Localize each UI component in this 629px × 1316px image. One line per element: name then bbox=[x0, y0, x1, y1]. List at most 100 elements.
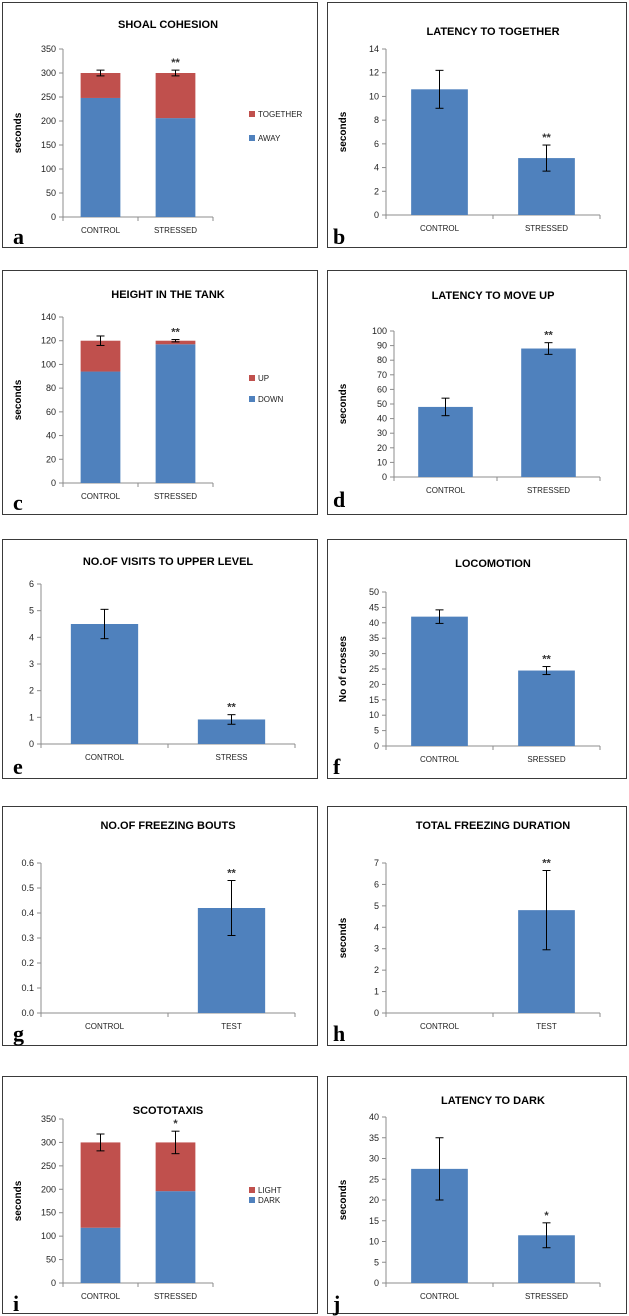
panel-d: LATENCY TO MOVE UP 0 10 20 30 40 50 60 70 80 90 100… bbox=[327, 270, 627, 515]
bar-value-control bbox=[418, 406, 473, 477]
chart-title: TOTAL FREEZING DURATION bbox=[416, 820, 570, 832]
x-category-label: CONTROL bbox=[81, 226, 121, 235]
panel-h: TOTAL FREEZING DURATION 0 1 2 3 4 5 6 7 seconds CO… bbox=[327, 806, 627, 1046]
y-tick-label: 100 bbox=[41, 359, 56, 369]
y-tick-label: 10 bbox=[369, 91, 379, 101]
y-tick-label: 35 bbox=[369, 633, 379, 643]
y-tick-label: 40 bbox=[46, 431, 56, 441]
y-tick-label: 0.3 bbox=[21, 933, 34, 943]
y-tick-label: 0 bbox=[29, 739, 34, 749]
y-tick-label: 2 bbox=[374, 186, 379, 196]
y-tick-label: 20 bbox=[369, 1195, 379, 1205]
legend-label: UP bbox=[258, 374, 269, 383]
chart-b: LATENCY TO TOGETHER 0 2 4 6 8 10 12 14 seconds CON… bbox=[333, 26, 601, 249]
x-category-label: STRESSED bbox=[527, 486, 570, 495]
legend-label: DARK bbox=[258, 1196, 281, 1205]
y-tick-label: 70 bbox=[377, 370, 387, 380]
chart-d: LATENCY TO MOVE UP 0 10 20 30 40 50 60 70 80 90 100… bbox=[333, 290, 601, 512]
y-tick-label: 10 bbox=[369, 1237, 379, 1247]
bar-dark-control bbox=[80, 1227, 121, 1283]
y-tick-label: 3 bbox=[374, 944, 379, 954]
legend-label: TOGETHER bbox=[258, 110, 303, 119]
panel-a: SHOAL COHESION 0 50 100 150 200 250 300 350 secon… bbox=[2, 2, 318, 249]
x-category-label: STRESSED bbox=[154, 226, 197, 235]
y-tick-label: 50 bbox=[369, 587, 379, 597]
y-tick-label: 45 bbox=[369, 602, 379, 612]
y-tick-label: 2 bbox=[29, 686, 34, 696]
bar-together-stressed bbox=[155, 73, 196, 119]
bar-light-control bbox=[80, 1142, 121, 1228]
legend-swatch bbox=[249, 1187, 255, 1193]
x-category-label: CONTROL bbox=[426, 486, 466, 495]
y-tick-label: 0.1 bbox=[21, 983, 34, 993]
significance-marker: * bbox=[173, 1118, 178, 1130]
y-tick-label: 5 bbox=[374, 901, 379, 911]
x-category-label: SRESSED bbox=[527, 755, 565, 764]
y-tick-label: 40 bbox=[369, 1112, 379, 1122]
legend-swatch bbox=[249, 375, 255, 381]
panel-label: i bbox=[13, 1291, 19, 1316]
x-category-label: STRESSED bbox=[525, 1292, 568, 1301]
y-tick-label: 8 bbox=[374, 115, 379, 125]
chart-g: NO.OF FREEZING BOUTS 0.0 0.1 0.2 0.3 0.4 0.5 0.… bbox=[13, 820, 296, 1046]
y-tick-label: 150 bbox=[41, 1208, 56, 1218]
y-tick-label: 30 bbox=[369, 649, 379, 659]
panel-b: LATENCY TO TOGETHER 0 2 4 6 8 10 12 14 seconds CON… bbox=[327, 2, 627, 249]
significance-marker: ** bbox=[227, 868, 236, 880]
x-category-label: CONTROL bbox=[420, 1022, 460, 1031]
bar-value-sressed bbox=[518, 670, 575, 746]
y-tick-label: 2 bbox=[374, 965, 379, 975]
panel-f: LOCOMOTION 0 5 10 15 20 25 30 35 40 45 50 No of cros… bbox=[327, 539, 627, 779]
y-tick-label: 0 bbox=[374, 210, 379, 220]
bar-down-control bbox=[80, 371, 121, 483]
legend-swatch bbox=[249, 1197, 255, 1203]
y-tick-label: 0 bbox=[374, 1278, 379, 1288]
x-category-label: TEST bbox=[536, 1022, 557, 1031]
panel-label: f bbox=[333, 754, 341, 779]
bar-away-control bbox=[80, 97, 121, 217]
legend-label: AWAY bbox=[258, 134, 281, 143]
chart-h: TOTAL FREEZING DURATION 0 1 2 3 4 5 6 7 seconds CO… bbox=[333, 820, 601, 1046]
y-tick-label: 10 bbox=[377, 457, 387, 467]
y-tick-label: 30 bbox=[377, 428, 387, 438]
x-category-label: STRESSED bbox=[154, 1292, 197, 1301]
y-axis-label: seconds bbox=[338, 1179, 349, 1220]
panel-e: NO.OF VISITS TO UPPER LEVEL 0 1 2 3 4 5 6 CONTRO… bbox=[2, 539, 318, 779]
x-category-label: STRESSED bbox=[154, 492, 197, 501]
y-tick-label: 50 bbox=[46, 188, 56, 198]
legend-swatch bbox=[249, 396, 255, 402]
significance-marker: * bbox=[544, 1210, 549, 1222]
legend-label: LIGHT bbox=[258, 1186, 282, 1195]
y-tick-label: 5 bbox=[29, 606, 34, 616]
chart-a: SHOAL COHESION 0 50 100 150 200 250 300 350 secon… bbox=[13, 19, 303, 249]
y-tick-label: 30 bbox=[369, 1154, 379, 1164]
y-tick-label: 20 bbox=[46, 454, 56, 464]
x-category-label: STRESSED bbox=[525, 224, 568, 233]
chart-title: NO.OF VISITS TO UPPER LEVEL bbox=[83, 556, 254, 568]
bar-value-control bbox=[411, 616, 468, 746]
significance-marker: ** bbox=[542, 132, 551, 144]
y-tick-label: 60 bbox=[377, 384, 387, 394]
y-tick-label: 100 bbox=[372, 326, 387, 336]
x-category-label: CONTROL bbox=[81, 492, 121, 501]
y-tick-label: 100 bbox=[41, 1231, 56, 1241]
y-tick-label: 200 bbox=[41, 1184, 56, 1194]
chart-title: LATENCY TO TOGETHER bbox=[426, 26, 559, 38]
bar-value-stressed bbox=[521, 348, 576, 477]
panel-g: NO.OF FREEZING BOUTS 0.0 0.1 0.2 0.3 0.4 0.5 0.… bbox=[2, 806, 318, 1046]
y-tick-label: 50 bbox=[377, 399, 387, 409]
chart-title: SHOAL COHESION bbox=[118, 19, 218, 31]
chart-j: LATENCY TO DARK 0 5 10 15 20 25 30 35 40 seconds CO… bbox=[332, 1095, 601, 1316]
legend-swatch bbox=[249, 135, 255, 141]
y-axis-label: seconds bbox=[338, 383, 349, 424]
y-tick-label: 20 bbox=[369, 679, 379, 689]
significance-marker: ** bbox=[542, 654, 551, 666]
y-tick-label: 7 bbox=[374, 858, 379, 868]
y-tick-label: 6 bbox=[374, 139, 379, 149]
y-tick-label: 0.4 bbox=[21, 908, 34, 918]
chart-title: LATENCY TO DARK bbox=[441, 1095, 545, 1107]
bar-value-control bbox=[411, 89, 468, 215]
bar-together-control bbox=[80, 73, 121, 98]
panel-label: e bbox=[13, 754, 23, 779]
y-tick-label: 12 bbox=[369, 68, 379, 78]
